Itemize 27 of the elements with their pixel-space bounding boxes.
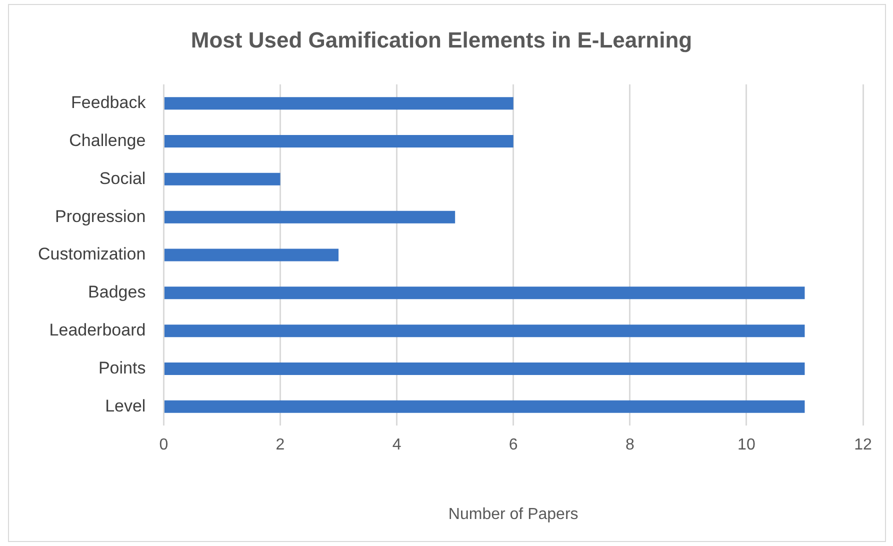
x-tick-label: 6 <box>508 436 518 454</box>
y-tick-label: Progression <box>54 206 146 226</box>
y-tick-label: Badges <box>88 282 146 302</box>
y-tick-label: Points <box>98 358 146 378</box>
y-tick-label: Social <box>99 168 146 188</box>
y-tick-label: Challenge <box>69 130 146 150</box>
bar <box>164 135 514 148</box>
x-tick-label: 10 <box>738 436 756 454</box>
x-axis-title: Number of Papers <box>448 506 578 523</box>
chart-title: Most Used Gamification Elements in E-Learning <box>190 27 692 52</box>
bar <box>164 286 805 300</box>
y-tick-label: Customization <box>38 244 146 264</box>
x-tick-label: 4 <box>392 436 402 454</box>
bar <box>164 97 514 110</box>
y-tick-label: Level <box>105 396 146 416</box>
bar <box>164 400 805 413</box>
y-tick-label: Leaderboard <box>49 320 146 340</box>
bar <box>164 172 280 186</box>
x-tick-label: 12 <box>854 436 872 454</box>
x-tick-label: 0 <box>159 436 168 454</box>
x-tick-label: 2 <box>276 436 285 454</box>
bar <box>164 362 805 375</box>
bar <box>164 248 339 262</box>
x-tick-label: 8 <box>625 436 634 454</box>
y-tick-label: Feedback <box>71 93 146 112</box>
bar <box>164 210 456 224</box>
bar <box>164 324 805 338</box>
